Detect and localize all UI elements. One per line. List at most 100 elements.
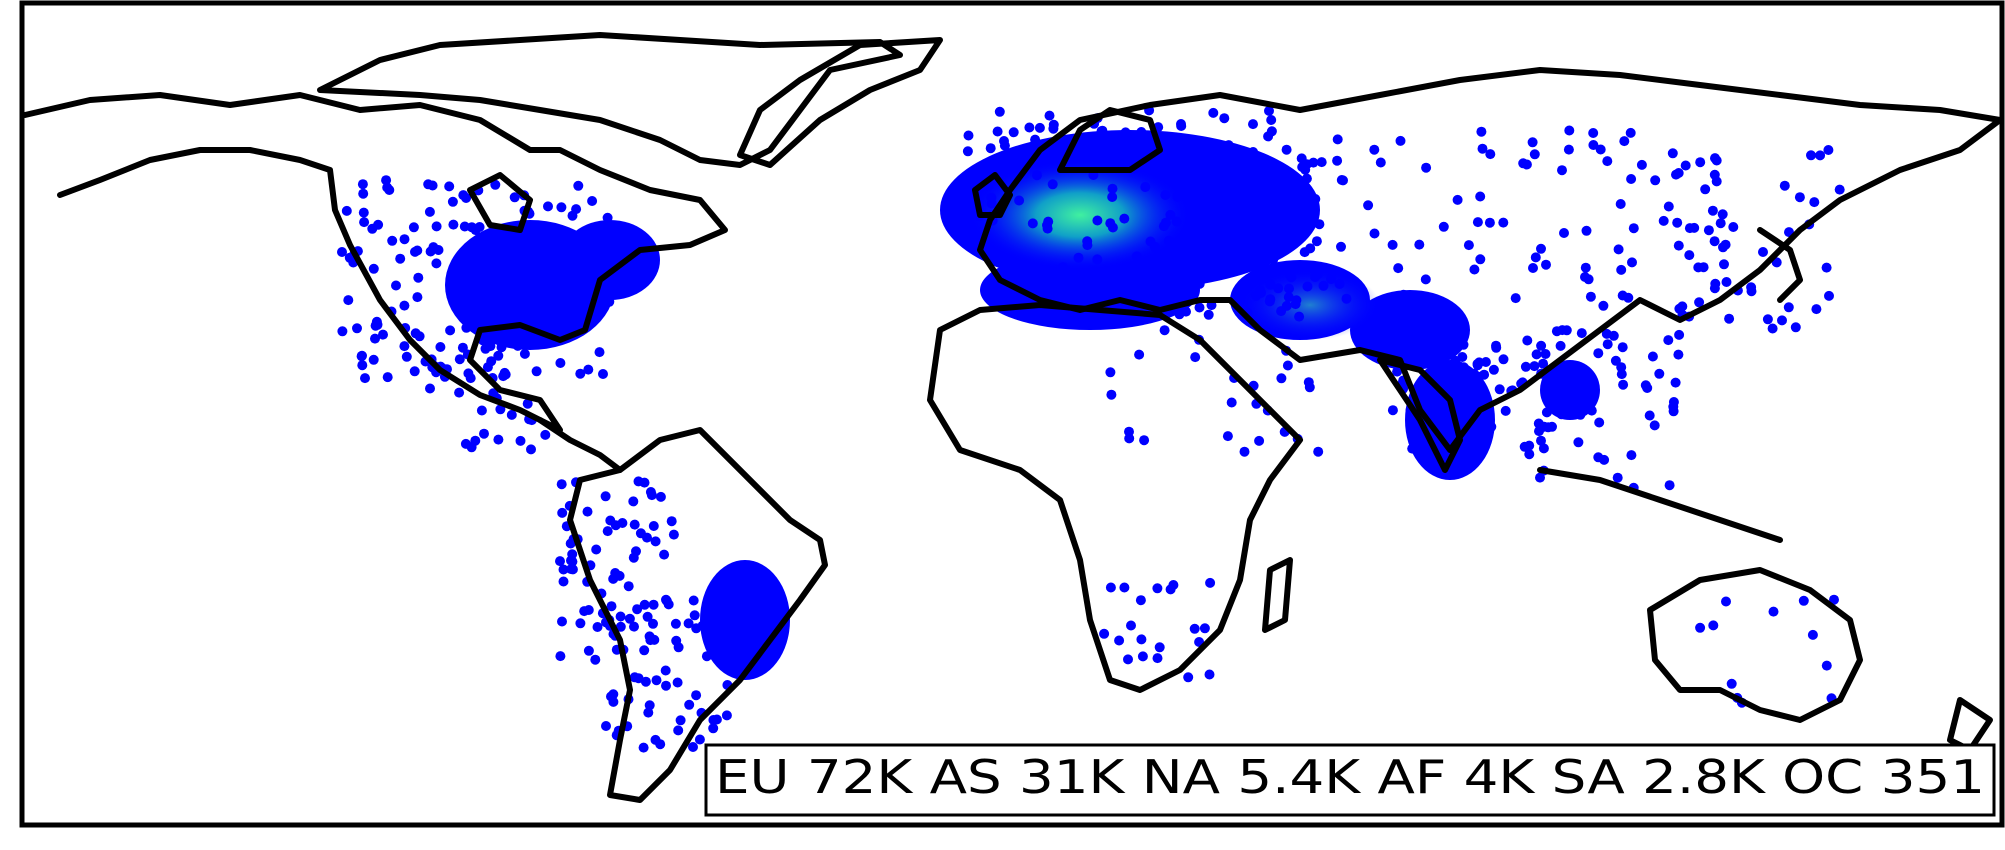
data-point [465, 373, 476, 384]
data-point [666, 516, 677, 527]
data-point [496, 342, 507, 353]
data-point [1226, 397, 1237, 408]
data-point [498, 332, 509, 343]
data-point [1524, 449, 1535, 460]
data-point [444, 181, 455, 192]
data-point [661, 680, 671, 691]
data-point [1593, 348, 1604, 359]
data-point [1218, 254, 1229, 264]
data-point [1395, 135, 1406, 146]
data-point [1190, 352, 1201, 363]
data-point [1131, 251, 1142, 262]
data-point [1211, 196, 1222, 207]
data-point [1559, 228, 1569, 238]
data-point [587, 196, 598, 206]
data-point [424, 206, 435, 217]
data-point [555, 651, 566, 662]
data-point [711, 714, 722, 725]
data-point [1824, 290, 1834, 301]
data-point [515, 435, 526, 446]
data-point [1475, 254, 1486, 265]
data-point [452, 285, 463, 296]
data-point [1096, 126, 1107, 137]
data-point [412, 292, 423, 303]
data-point [986, 198, 997, 209]
data-point [1099, 628, 1110, 639]
data-point [583, 645, 594, 656]
data-point [1283, 292, 1294, 303]
data-point [1032, 170, 1042, 181]
data-point [999, 136, 1009, 146]
data-point [1281, 144, 1292, 155]
data-point [1821, 262, 1832, 273]
data-point [631, 546, 641, 557]
data-point [639, 477, 650, 488]
data-point [1626, 174, 1637, 184]
data-point [395, 253, 406, 264]
data-point [555, 358, 566, 368]
data-point [1305, 243, 1316, 254]
data-point [1644, 410, 1655, 421]
data-point [566, 555, 576, 566]
data-point [1616, 362, 1627, 373]
data-point [1518, 158, 1529, 169]
data-point [1619, 136, 1630, 147]
data-point [408, 222, 419, 233]
data-point [1105, 367, 1116, 378]
data-point [1608, 330, 1619, 341]
data-point [428, 242, 439, 253]
data-point [1106, 389, 1117, 400]
data-point [506, 409, 517, 420]
data-point [604, 296, 615, 307]
data-point [1555, 340, 1566, 351]
data-point [1627, 257, 1637, 268]
data-point [661, 594, 671, 605]
data-point [688, 595, 699, 606]
data-point [1369, 228, 1380, 239]
data-point [1567, 361, 1578, 372]
data-point [1642, 383, 1653, 393]
data-point [1709, 283, 1720, 294]
data-point [1387, 239, 1398, 250]
data-point [992, 126, 1003, 137]
legend-item-af: AF 4K [1360, 750, 1536, 804]
legend-item-oc: OC 351 [1765, 750, 1985, 804]
data-point [543, 201, 553, 212]
data-point [555, 556, 565, 567]
data-point [1230, 173, 1241, 184]
data-point [646, 490, 657, 501]
data-point [1104, 312, 1114, 323]
data-point [1588, 128, 1599, 138]
data-point [448, 219, 459, 230]
data-point [1082, 137, 1093, 148]
data-point [525, 304, 536, 315]
data-point [1140, 182, 1151, 192]
data-point [602, 240, 613, 250]
coast-scandinavia [1057, 107, 1163, 173]
data-point [1273, 283, 1284, 294]
data-point [1266, 115, 1277, 125]
data-point [1541, 259, 1551, 270]
legend-item-as: AS 31K [912, 750, 1126, 804]
data-point [1165, 209, 1176, 220]
data-point [660, 665, 671, 676]
data-point [1058, 262, 1068, 273]
data-point [705, 639, 715, 650]
data-point [474, 315, 485, 326]
data-point [1311, 236, 1322, 247]
data-point [1318, 280, 1329, 291]
data-point [601, 721, 611, 731]
data-point [1377, 328, 1388, 339]
coast-sea-islands [1537, 467, 1783, 543]
coastlines [22, 32, 2003, 803]
data-point [1199, 623, 1210, 634]
data-point [1114, 635, 1125, 646]
data-point [341, 205, 352, 216]
data-point [499, 268, 510, 279]
data-point [517, 253, 528, 264]
data-point [1615, 199, 1626, 209]
data-point [399, 341, 410, 352]
data-point [648, 521, 659, 531]
data-point [1479, 369, 1490, 380]
data-point [1393, 263, 1404, 274]
